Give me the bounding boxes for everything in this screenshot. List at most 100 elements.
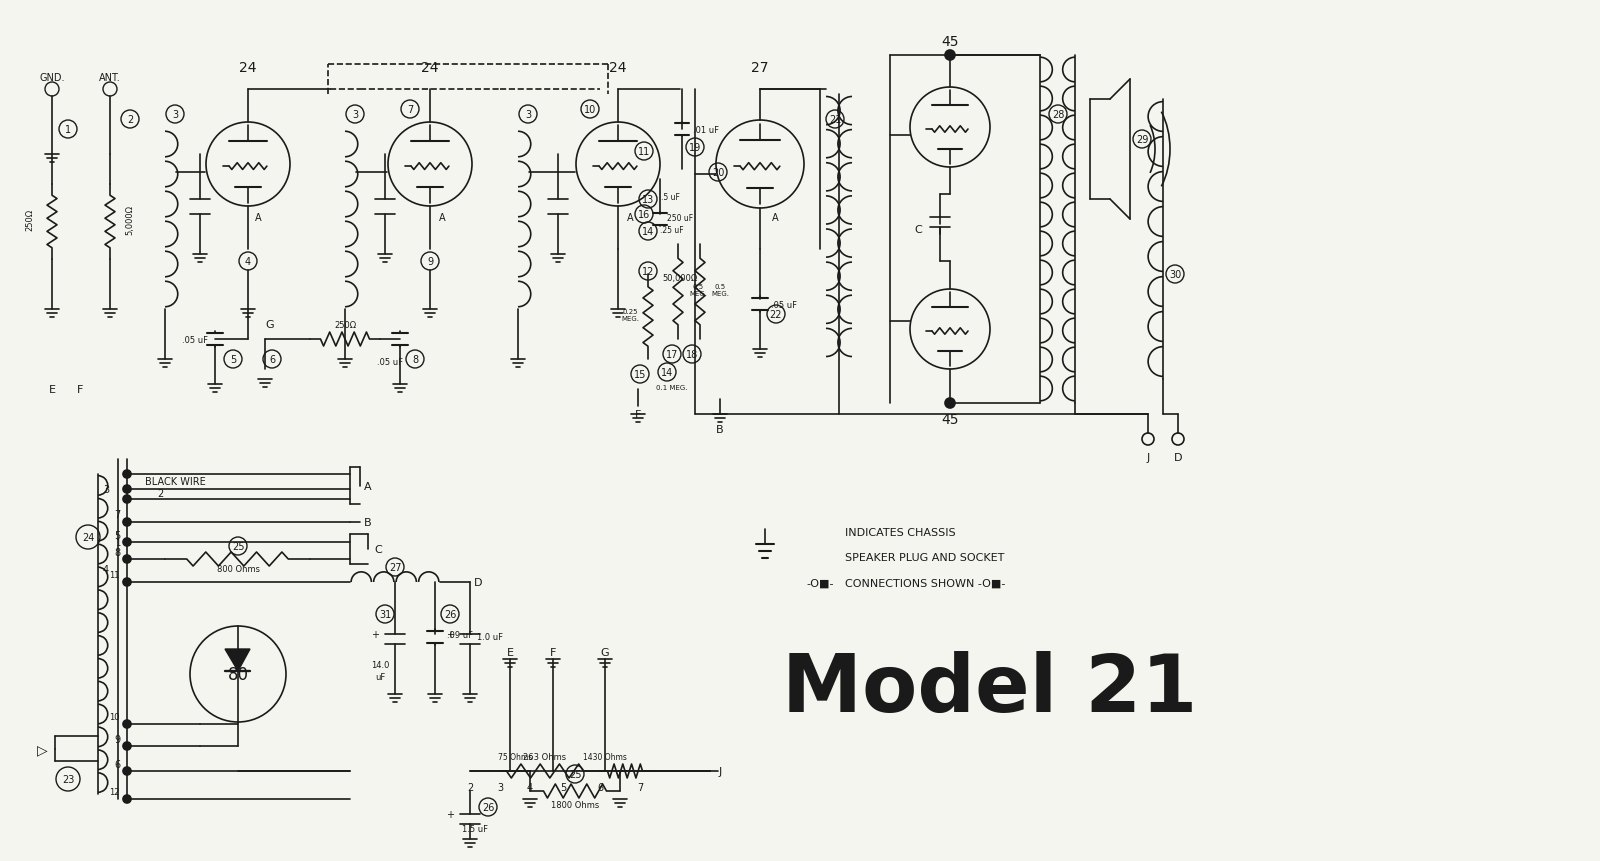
- Text: 26: 26: [482, 802, 494, 812]
- Text: B: B: [717, 424, 723, 435]
- Text: 1.5 uF: 1.5 uF: [462, 825, 488, 833]
- Text: C: C: [914, 225, 922, 235]
- Text: J: J: [718, 766, 722, 776]
- Text: 25: 25: [232, 542, 245, 551]
- Text: 1: 1: [66, 125, 70, 135]
- Text: SPEAKER PLUG AND SOCKET: SPEAKER PLUG AND SOCKET: [845, 553, 1005, 562]
- Text: .05 uF: .05 uF: [378, 357, 403, 366]
- Text: 17: 17: [666, 350, 678, 360]
- Circle shape: [123, 486, 131, 493]
- Text: -O■-: -O■-: [806, 579, 834, 588]
- Text: 11: 11: [109, 571, 120, 579]
- Text: A: A: [438, 213, 445, 223]
- Text: 27: 27: [752, 61, 768, 75]
- Text: 250Ω: 250Ω: [334, 320, 357, 329]
- Text: INDICATES CHASSIS: INDICATES CHASSIS: [845, 528, 955, 537]
- Text: 4: 4: [245, 257, 251, 267]
- Text: 0.5
MEG.: 0.5 MEG.: [690, 283, 707, 296]
- Circle shape: [946, 51, 955, 61]
- Text: 11: 11: [638, 147, 650, 157]
- Text: 2: 2: [157, 488, 163, 499]
- Text: 3: 3: [102, 485, 109, 494]
- Text: 25: 25: [568, 769, 581, 779]
- Text: .09 uF: .09 uF: [446, 629, 474, 639]
- Text: 6: 6: [114, 759, 120, 769]
- Text: 26: 26: [443, 610, 456, 619]
- Text: F: F: [77, 385, 83, 394]
- Text: GND.: GND.: [40, 73, 64, 83]
- Text: 5: 5: [114, 530, 120, 541]
- Text: 18: 18: [686, 350, 698, 360]
- Text: G: G: [266, 319, 274, 330]
- Text: 19: 19: [690, 143, 701, 152]
- Text: +: +: [371, 629, 379, 639]
- Text: 800 Ohms: 800 Ohms: [216, 565, 259, 573]
- Text: 0.1 MEG.: 0.1 MEG.: [656, 385, 688, 391]
- Text: 27: 27: [389, 562, 402, 573]
- Text: 1: 1: [115, 539, 120, 548]
- Text: 23: 23: [62, 774, 74, 784]
- Text: A: A: [254, 213, 261, 223]
- Text: 3: 3: [352, 110, 358, 120]
- Circle shape: [123, 470, 131, 479]
- Text: 14.0: 14.0: [371, 660, 389, 669]
- Circle shape: [123, 795, 131, 803]
- Text: D: D: [474, 578, 482, 587]
- Text: 24: 24: [610, 61, 627, 75]
- Polygon shape: [226, 649, 250, 672]
- Text: 30: 30: [1170, 269, 1181, 280]
- Text: 75 Ohms: 75 Ohms: [498, 753, 533, 762]
- Text: CONNECTIONS SHOWN -O■-: CONNECTIONS SHOWN -O■-: [845, 579, 1005, 588]
- Text: E: E: [507, 647, 514, 657]
- Text: 7: 7: [406, 105, 413, 115]
- Text: 4: 4: [526, 782, 533, 792]
- Text: .5 uF: .5 uF: [661, 192, 680, 201]
- Text: 28: 28: [1051, 110, 1064, 120]
- Text: 1430 Ohms: 1430 Ohms: [582, 753, 627, 762]
- Circle shape: [123, 495, 131, 504]
- Text: 24: 24: [82, 532, 94, 542]
- Text: 8: 8: [411, 355, 418, 364]
- Text: 3: 3: [525, 110, 531, 120]
- Text: uF: uF: [374, 672, 386, 681]
- Circle shape: [123, 518, 131, 526]
- Text: 6: 6: [269, 355, 275, 364]
- Text: 10: 10: [109, 713, 120, 722]
- Text: E: E: [48, 385, 56, 394]
- Text: 29: 29: [1136, 135, 1149, 145]
- Circle shape: [123, 538, 131, 547]
- Text: A: A: [627, 213, 634, 223]
- Circle shape: [123, 767, 131, 775]
- Text: 14: 14: [642, 226, 654, 237]
- Text: F: F: [635, 410, 642, 419]
- Text: B: B: [365, 517, 371, 528]
- Text: 31: 31: [379, 610, 390, 619]
- Text: 6: 6: [597, 782, 603, 792]
- Text: 12: 12: [109, 788, 120, 796]
- Text: 80: 80: [227, 666, 248, 684]
- Text: 20: 20: [712, 168, 725, 177]
- Text: +: +: [446, 629, 454, 639]
- Text: 5,000Ω: 5,000Ω: [125, 205, 134, 235]
- Text: 263 Ohms: 263 Ohms: [523, 753, 566, 762]
- Text: 3: 3: [171, 110, 178, 120]
- Text: 21: 21: [829, 115, 842, 125]
- Text: +: +: [446, 809, 454, 819]
- Text: 10: 10: [584, 105, 597, 115]
- Text: .05 uF: .05 uF: [182, 335, 208, 344]
- Text: BLACK WIRE: BLACK WIRE: [146, 476, 206, 486]
- Text: 24: 24: [421, 61, 438, 75]
- Text: .05 uF: .05 uF: [771, 300, 797, 309]
- Text: 250Ω: 250Ω: [26, 208, 35, 231]
- Text: 4: 4: [102, 564, 109, 574]
- Text: 2: 2: [467, 782, 474, 792]
- Text: 5: 5: [230, 355, 237, 364]
- Text: 24: 24: [240, 61, 256, 75]
- Text: .25 uF: .25 uF: [661, 226, 683, 234]
- Text: 45: 45: [941, 412, 958, 426]
- Text: 1.0 uF: 1.0 uF: [477, 633, 502, 641]
- Text: 1800 Ohms: 1800 Ohms: [550, 801, 598, 809]
- Text: D: D: [1174, 453, 1182, 462]
- Text: 5: 5: [560, 782, 566, 792]
- Text: .01 uF: .01 uF: [693, 126, 718, 134]
